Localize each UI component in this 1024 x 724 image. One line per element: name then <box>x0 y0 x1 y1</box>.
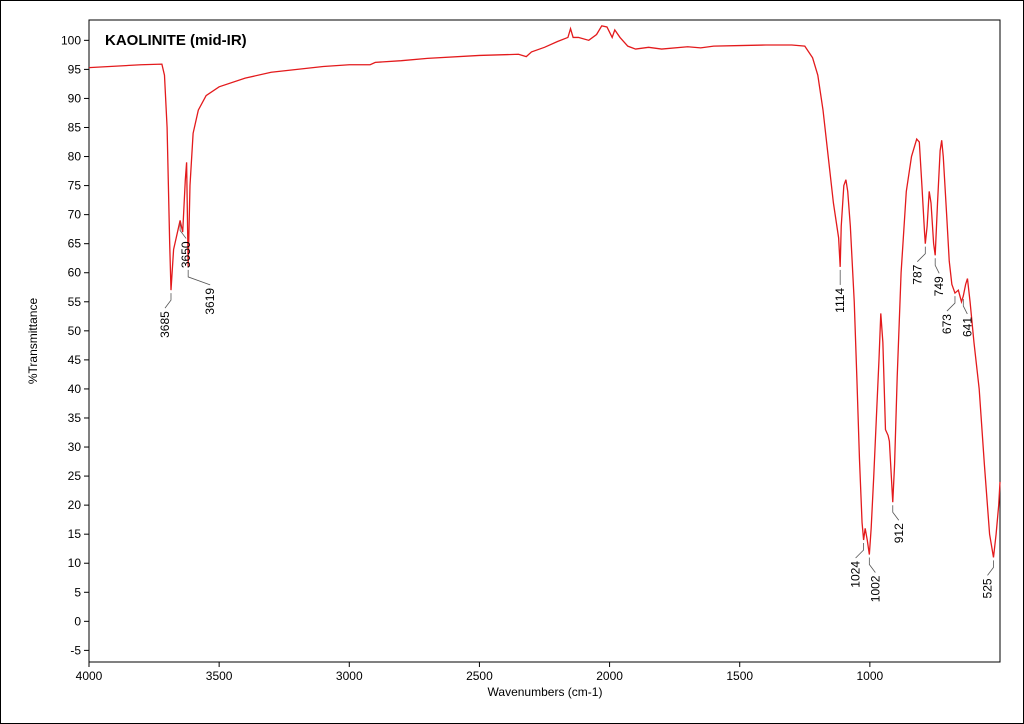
y-tick-label: 15 <box>68 527 82 541</box>
peak-label: 912 <box>892 523 906 543</box>
peak-label: 641 <box>960 317 974 337</box>
peak-label: 3619 <box>203 288 217 315</box>
peak-label: 673 <box>940 314 954 334</box>
y-tick-label: 10 <box>68 556 82 570</box>
peak-label: 787 <box>910 264 924 284</box>
chart-title: KAOLINITE (mid-IR) <box>105 32 247 49</box>
x-tick-label: 4000 <box>76 669 103 683</box>
y-tick-label: 90 <box>68 91 82 105</box>
y-tick-label: 70 <box>68 208 82 222</box>
peak-leader <box>868 557 876 573</box>
y-tick-label: 45 <box>68 353 82 367</box>
peak-label: 3685 <box>158 311 172 338</box>
peak-leader <box>164 293 172 309</box>
y-tick-label: 20 <box>68 498 82 512</box>
y-tick-label: 75 <box>68 179 82 193</box>
plot-frame <box>88 19 1001 663</box>
x-tick-label: 1500 <box>726 669 753 683</box>
peak-label: 525 <box>980 578 994 598</box>
peak-leader <box>187 269 211 286</box>
y-tick-label: 35 <box>68 411 82 425</box>
peak-label: 1024 <box>849 561 863 588</box>
y-tick-label: 60 <box>68 266 82 280</box>
peak-leader <box>855 542 865 559</box>
peak-label: 1002 <box>868 575 882 602</box>
x-tick-label: 2000 <box>596 669 623 683</box>
y-tick-label: 0 <box>74 614 81 628</box>
y-tick-label: 65 <box>68 237 82 251</box>
peak-label: 3650 <box>179 241 193 268</box>
spectrum-line <box>88 25 1001 558</box>
y-tick-label: 80 <box>68 150 82 164</box>
peak-leader <box>892 505 900 521</box>
peak-leader <box>934 258 940 274</box>
y-tick-label: -5 <box>70 643 81 657</box>
y-tick-label: 100 <box>61 33 81 47</box>
y-tick-label: 5 <box>74 585 81 599</box>
peak-leader <box>987 560 994 576</box>
peak-leader <box>179 223 187 239</box>
x-tick-label: 3000 <box>336 669 363 683</box>
x-tick-label: 2500 <box>466 669 493 683</box>
peak-leader <box>962 298 968 315</box>
y-tick-label: 25 <box>68 469 82 483</box>
peak-label: 1114 <box>833 288 847 313</box>
y-tick-label: 95 <box>68 62 82 76</box>
x-axis-label: Wavenumbers (cm-1) <box>488 685 603 699</box>
peak-leader <box>917 246 926 262</box>
peak-leader <box>946 296 956 312</box>
y-tick-label: 40 <box>68 382 82 396</box>
y-tick-label: 30 <box>68 440 82 454</box>
y-tick-label: 55 <box>68 295 82 309</box>
x-tick-label: 3500 <box>206 669 233 683</box>
y-axis-label: %Transmittance <box>26 298 40 385</box>
y-tick-label: 50 <box>68 324 82 338</box>
x-tick-label: 1000 <box>857 669 884 683</box>
y-tick-label: 85 <box>68 120 82 134</box>
peak-label: 749 <box>932 276 946 296</box>
